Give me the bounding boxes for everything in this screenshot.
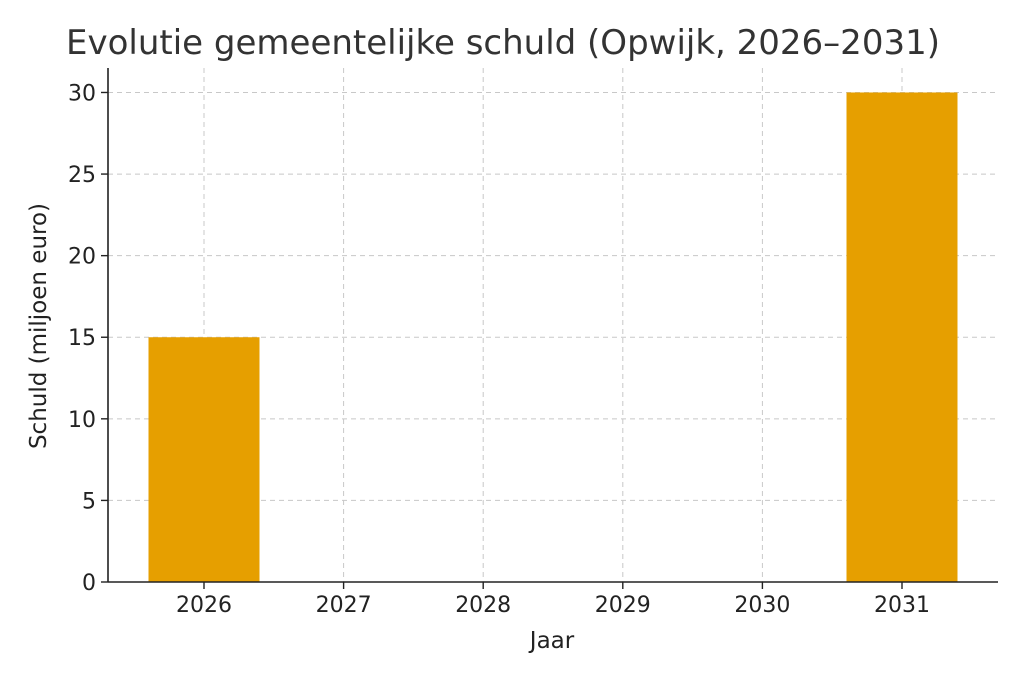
x-tick-label: 2029 [595, 593, 651, 618]
y-tick-label: 30 [68, 81, 96, 106]
x-tick-label: 2031 [874, 593, 930, 618]
chart-title: Evolutie gemeentelijke schuld (Opwijk, 2… [66, 23, 940, 63]
y-tick-label: 10 [68, 408, 96, 433]
axes [107, 68, 998, 583]
bar-2026 [148, 337, 260, 582]
bar-2031 [846, 92, 958, 582]
y-axis-label: Schuld (miljoen euro) [26, 203, 52, 449]
y-tick-label: 25 [68, 163, 96, 188]
x-axis-label: Jaar [528, 628, 575, 654]
x-tick-label: 2030 [734, 593, 790, 618]
x-tick-label: 2028 [455, 593, 511, 618]
y-axis-ticks: 0 5 10 15 20 25 30 [68, 81, 108, 596]
y-tick-label: 5 [82, 489, 96, 514]
x-tick-label: 2027 [316, 593, 372, 618]
y-tick-label: 0 [82, 571, 96, 596]
bars [148, 92, 958, 582]
y-tick-label: 15 [68, 326, 96, 351]
x-tick-label: 2026 [176, 593, 232, 618]
x-axis-ticks: 2026 2027 2028 2029 2030 2031 [176, 582, 930, 618]
y-tick-label: 20 [68, 245, 96, 270]
